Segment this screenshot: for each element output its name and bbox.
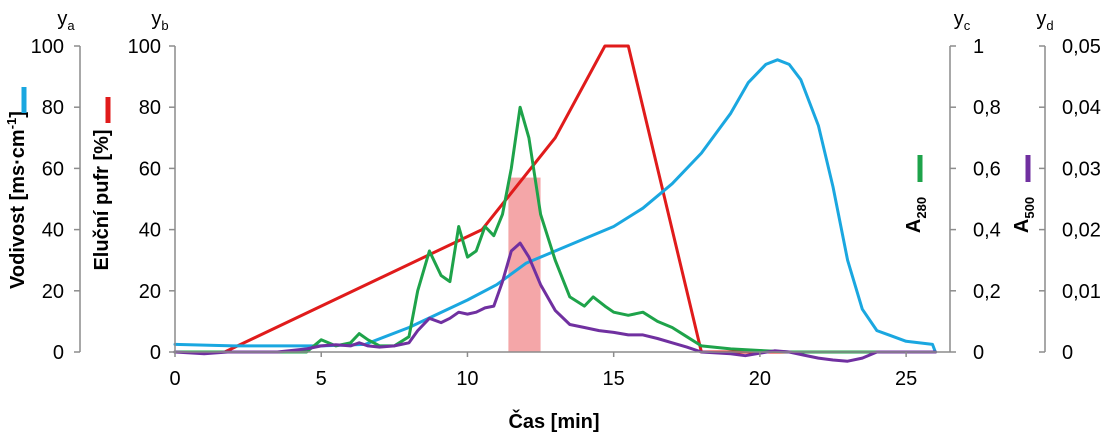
yb-tick-label: 20	[139, 281, 161, 303]
ya-tick-label: 60	[42, 158, 64, 180]
yc-header-sub: c	[964, 18, 971, 33]
yb-header-letter: y	[151, 8, 161, 30]
yd-tick-label: 0,02	[1062, 220, 1101, 242]
yd-axis-title-text: A500	[1011, 197, 1037, 233]
yc-header-letter: y	[954, 8, 964, 30]
yb-tick-label: 80	[139, 97, 161, 119]
yb-axis-title-text: Eluční pufr [%]	[91, 129, 113, 270]
yd-header-letter: y	[1036, 8, 1046, 30]
x-tick-label: 10	[456, 368, 478, 390]
yd-title-main: A	[1011, 219, 1033, 233]
yd-tick-label: 0,04	[1062, 97, 1101, 119]
ya-title-main: Vodivost [ms·cm	[7, 129, 29, 289]
x-tick-label: 25	[895, 368, 917, 390]
yc-tick-label: 0,2	[973, 281, 1001, 303]
yd-header-label: yd	[1036, 8, 1053, 33]
yd-tick-label: 0,03	[1062, 158, 1101, 180]
ya-tick-label: 100	[31, 36, 64, 58]
ya-tick-label: 20	[42, 281, 64, 303]
yc-title-main: A	[903, 219, 925, 233]
yb-tick-label: 0	[150, 342, 161, 364]
yd-title-sub: 500	[1022, 197, 1037, 219]
yd-axis-title: A500	[1011, 197, 1037, 233]
ya-title-sup: -1	[4, 118, 19, 130]
series-yb-line	[173, 44, 937, 354]
yc-tick-label: 0,4	[973, 220, 1001, 242]
ya-title-end: ]	[7, 111, 29, 118]
yc-axis-title: A280	[903, 197, 929, 233]
yb-tick-label: 60	[139, 158, 161, 180]
yc-title-sub: 280	[914, 197, 929, 219]
yb-header-sub: b	[161, 18, 168, 33]
yd-header-sub: d	[1046, 18, 1053, 33]
x-tick-label: 15	[603, 368, 625, 390]
ya-header-letter: y	[57, 8, 67, 30]
ya-axis-title: Vodivost [ms·cm-1]	[4, 111, 29, 289]
yb-header-label: yb	[151, 8, 168, 33]
x-tick-label: 5	[316, 368, 327, 390]
yd-tick-label: 0,05	[1062, 36, 1101, 58]
yb-axis-title: Eluční pufr [%]	[91, 129, 113, 270]
yd-tick-label: 0	[1062, 342, 1073, 364]
ya-tick-label: 0	[53, 342, 64, 364]
ya-tick-label: 80	[42, 97, 64, 119]
yc-tick-label: 0,8	[973, 97, 1001, 119]
yc-tick-label: 0,6	[973, 158, 1001, 180]
ya-tick-label: 40	[42, 220, 64, 242]
series-ya-line	[173, 58, 937, 354]
yc-axis-title-text: A280	[903, 197, 929, 233]
yb-title-main: Eluční pufr [%]	[91, 129, 113, 270]
x-tick-label: 0	[169, 368, 180, 390]
ya-header-sub: a	[67, 18, 75, 33]
ya-header-label: ya	[57, 8, 75, 33]
yc-tick-label: 0	[973, 342, 984, 364]
yb-tick-label: 100	[128, 36, 161, 58]
yb-tick-label: 40	[139, 220, 161, 242]
x-axis-title: Čas [min]	[508, 409, 599, 433]
ya-axis-title-text: Vodivost [ms·cm-1]	[4, 111, 29, 289]
yd-tick-label: 0,01	[1062, 281, 1101, 303]
yc-header-label: yc	[954, 8, 971, 33]
x-tick-label: 20	[749, 368, 771, 390]
series-layer	[173, 44, 937, 363]
yc-tick-label: 1	[973, 36, 984, 58]
